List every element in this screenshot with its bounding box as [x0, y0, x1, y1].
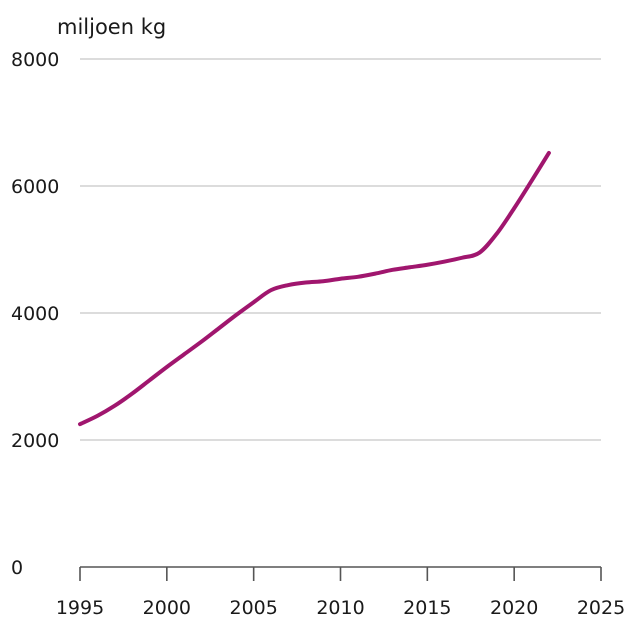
x-tick-label: 2000 — [143, 597, 191, 619]
y-tick-label: 4000 — [11, 303, 59, 325]
x-tick-label: 2015 — [403, 597, 451, 619]
y-axis-label: miljoen kg — [57, 15, 166, 39]
x-tick-label: 2025 — [577, 597, 625, 619]
x-tick-label: 2020 — [490, 597, 538, 619]
x-tick-label: 2005 — [229, 597, 277, 619]
x-axis: 1995 2000 2005 2010 2015 2020 2025 — [56, 566, 625, 619]
y-tick-label: 6000 — [11, 176, 59, 198]
y-tick-label: 2000 — [11, 430, 59, 452]
y-tick-label: 0 — [11, 557, 23, 579]
x-tick-label: 1995 — [56, 597, 104, 619]
y-tick-label: 8000 — [11, 49, 59, 71]
x-tick-label: 2010 — [316, 597, 364, 619]
gridlines — [80, 58, 601, 441]
y-tick-labels: 0 2000 4000 6000 8000 — [11, 49, 59, 579]
series-line-0 — [78, 150, 551, 427]
series-lines — [78, 150, 551, 427]
